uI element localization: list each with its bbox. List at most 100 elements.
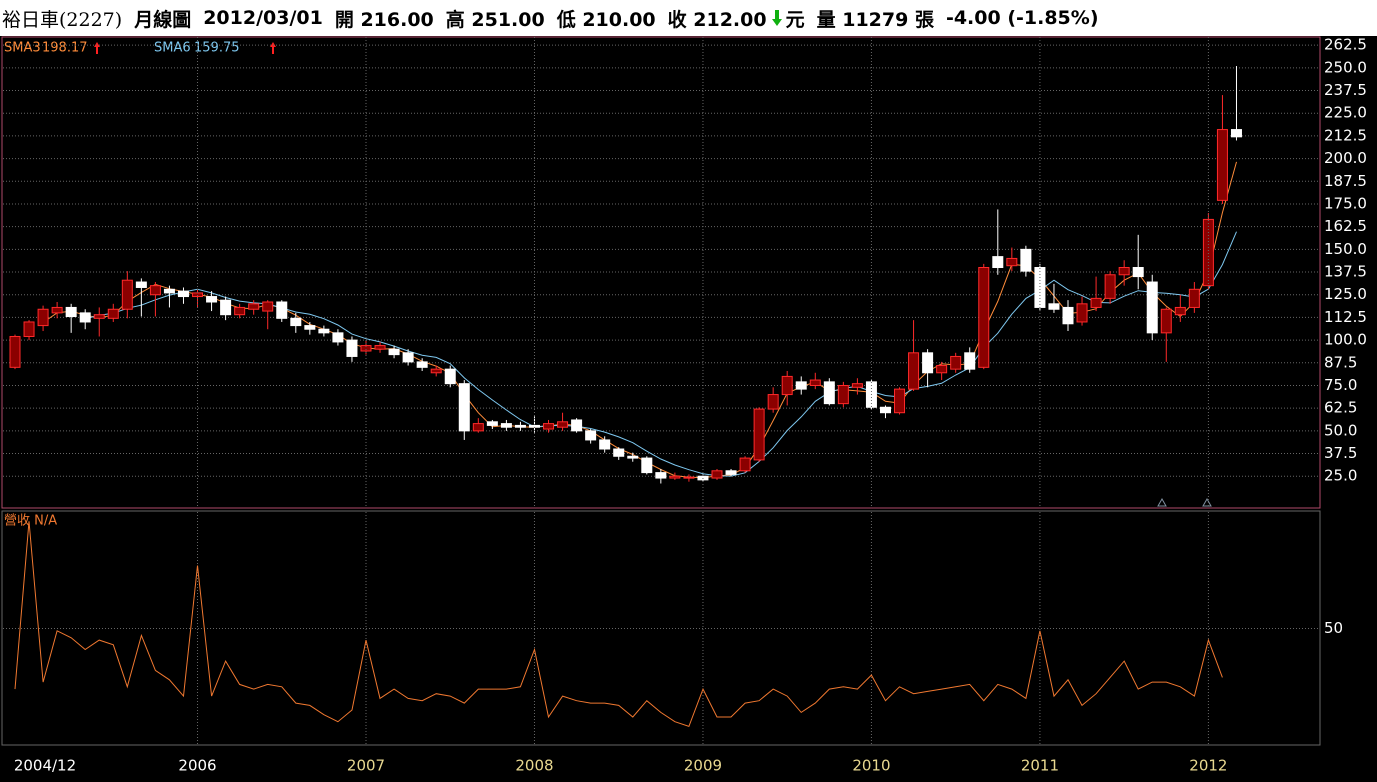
candle-body xyxy=(1160,308,1172,334)
candle-body xyxy=(262,301,274,312)
candle-body xyxy=(739,457,751,472)
candle-body xyxy=(388,348,400,356)
candle-body xyxy=(79,312,91,323)
legend-value: 159.75 xyxy=(194,41,240,56)
candle-body xyxy=(992,256,1004,269)
up-arrow-icon xyxy=(94,42,100,54)
y-tick-label: 125.0 xyxy=(1324,285,1367,303)
price-panel-frame xyxy=(1,36,1321,509)
volume: 量 11279 張 xyxy=(816,8,934,31)
y-tick-label: 187.5 xyxy=(1324,172,1367,190)
candle-body xyxy=(627,455,639,459)
candle-body xyxy=(1188,288,1200,308)
candle-body xyxy=(121,279,133,310)
date: 2012/03/01 xyxy=(203,7,323,29)
candle-body xyxy=(107,308,119,319)
candle-body xyxy=(599,439,611,450)
x-tick-label: 2006 xyxy=(178,757,216,775)
y-tick-label: 200.0 xyxy=(1324,149,1367,167)
close-price: 收 212.00 xyxy=(667,8,767,31)
y-tick-label: 112.5 xyxy=(1324,308,1367,326)
candle-body xyxy=(950,355,962,370)
marker xyxy=(1157,497,1167,507)
candle-body xyxy=(795,381,807,390)
candle-body xyxy=(1062,306,1074,325)
candle-body xyxy=(234,306,246,316)
candle-body xyxy=(1048,303,1060,310)
candle-body xyxy=(571,419,583,432)
candle-body xyxy=(1216,129,1228,201)
candle-body xyxy=(851,383,863,388)
candle-body xyxy=(557,421,569,428)
candle-body xyxy=(360,345,372,352)
candle-body xyxy=(978,267,990,368)
marker xyxy=(1202,497,1212,507)
chart: SMA3 198.17 SMA6 159.75 營收 N/A 25.0 37.5 5… xyxy=(1,36,1367,775)
candle-body xyxy=(879,406,891,414)
candle-body xyxy=(93,314,105,319)
candle-body xyxy=(1118,267,1130,276)
candle-body xyxy=(220,299,232,316)
x-tick-label: 2004/12 xyxy=(14,757,76,775)
y-tick-label: 50.0 xyxy=(1324,421,1357,439)
candle-body xyxy=(9,335,21,368)
revenue-line xyxy=(14,521,1223,728)
candle-body xyxy=(486,421,498,426)
candle-body xyxy=(37,308,49,327)
candle-body xyxy=(655,472,667,479)
candle-body xyxy=(416,361,428,368)
candle-body xyxy=(1090,297,1102,308)
candle-body xyxy=(669,475,681,479)
candle-body xyxy=(543,423,555,430)
period: 月線圖 xyxy=(134,8,192,31)
candle-body xyxy=(458,383,470,432)
up-arrow-icon xyxy=(270,42,276,54)
x-tick-label: 2009 xyxy=(684,757,722,775)
candle-body xyxy=(500,423,512,428)
low-price: 低 210.00 xyxy=(556,8,656,31)
y-tick-label: 237.5 xyxy=(1324,81,1367,99)
candle-body xyxy=(1132,267,1144,278)
candle-body xyxy=(641,457,653,474)
candle-body xyxy=(908,352,920,390)
change: -4.00 (-1.85%) xyxy=(945,7,1099,29)
candle-body xyxy=(767,394,779,410)
candle-body xyxy=(163,288,175,294)
y-tick-label: 262.5 xyxy=(1324,36,1367,54)
x-tick-label: 2008 xyxy=(515,757,553,775)
candle-body xyxy=(894,388,906,414)
candle-body xyxy=(683,476,695,479)
candle-body xyxy=(1146,281,1158,334)
candle-body xyxy=(177,290,189,298)
y-tick-label: 175.0 xyxy=(1324,194,1367,212)
y-tick-label: 75.0 xyxy=(1324,376,1357,394)
legend-name: 營收 N/A xyxy=(4,514,57,529)
y-tick-label: 137.5 xyxy=(1324,263,1367,281)
y-tick-label: 162.5 xyxy=(1324,217,1367,235)
y-tick-label: 25.0 xyxy=(1324,467,1357,485)
candle-body xyxy=(206,296,218,303)
candle-body xyxy=(514,424,526,428)
x-tick-label: 2010 xyxy=(852,757,890,775)
candle-body xyxy=(51,306,63,314)
candle-body xyxy=(332,332,344,343)
candle-body xyxy=(936,365,948,374)
candle-body xyxy=(346,339,358,357)
candle-body xyxy=(318,328,330,334)
revenue-panel-frame xyxy=(1,510,1321,746)
legend-name: SMA6 xyxy=(154,41,191,56)
candle-body xyxy=(472,423,484,432)
candle-body xyxy=(613,448,625,457)
candle-body xyxy=(753,408,765,461)
candle-body xyxy=(304,325,316,330)
candle-body xyxy=(809,379,821,386)
x-tick-label: 2007 xyxy=(347,757,385,775)
candle-body xyxy=(444,368,456,385)
candle-body xyxy=(922,352,934,374)
y-tick-label: 37.5 xyxy=(1324,444,1357,462)
y-tick-label: 100.0 xyxy=(1324,331,1367,349)
y-tick-label: 62.5 xyxy=(1324,399,1357,417)
x-tick-label: 2012 xyxy=(1189,757,1227,775)
candle-body xyxy=(248,303,260,310)
